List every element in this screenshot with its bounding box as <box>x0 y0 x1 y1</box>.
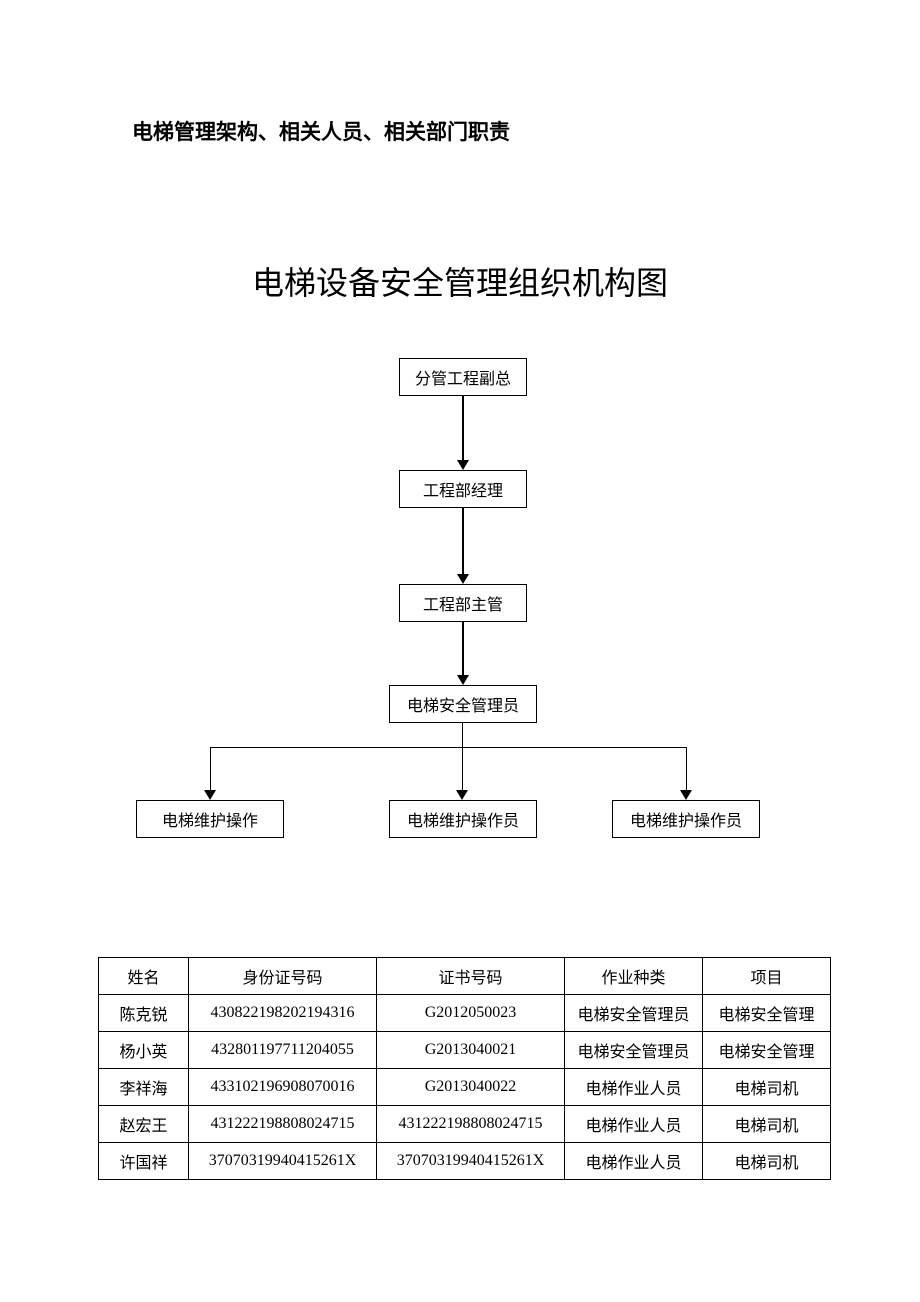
cell-name: 李祥海 <box>99 1069 189 1106</box>
table-row: 陈克锐 430822198202194316 G2012050023 电梯安全管… <box>99 995 831 1032</box>
col-header-name: 姓名 <box>99 958 189 995</box>
cell-name: 陈克锐 <box>99 995 189 1032</box>
node-operator-3: 电梯维护操作员 <box>612 800 760 838</box>
arrow-line <box>462 508 464 574</box>
main-title: 电梯设备安全管理组织机构图 <box>0 258 920 304</box>
cell-proj: 电梯安全管理 <box>703 995 831 1032</box>
col-header-cert: 证书号码 <box>377 958 565 995</box>
header-title: 电梯管理架构、相关人员、相关部门职责 <box>132 116 510 146</box>
cell-proj: 电梯司机 <box>703 1106 831 1143</box>
cell-id: 433102196908070016 <box>189 1069 377 1106</box>
table-header-row: 姓名 身份证号码 证书号码 作业种类 项目 <box>99 958 831 995</box>
cell-cert: G2013040021 <box>377 1032 565 1069</box>
cell-cert: 37070319940415261X <box>377 1143 565 1180</box>
cell-name: 赵宏王 <box>99 1106 189 1143</box>
table-row: 许国祥 37070319940415261X 37070319940415261… <box>99 1143 831 1180</box>
cell-type: 电梯安全管理员 <box>565 995 703 1032</box>
col-header-proj: 项目 <box>703 958 831 995</box>
arrow-head <box>457 675 469 685</box>
cell-type: 电梯作业人员 <box>565 1106 703 1143</box>
table-row: 李祥海 433102196908070016 G2013040022 电梯作业人… <box>99 1069 831 1106</box>
arrow-head <box>457 460 469 470</box>
arrow-head <box>680 790 692 800</box>
node-operator-1: 电梯维护操作 <box>136 800 284 838</box>
cell-name: 许国祥 <box>99 1143 189 1180</box>
cell-type: 电梯作业人员 <box>565 1143 703 1180</box>
cell-name: 杨小英 <box>99 1032 189 1069</box>
connector-line <box>462 747 463 790</box>
cell-cert: G2012050023 <box>377 995 565 1032</box>
col-header-type: 作业种类 <box>565 958 703 995</box>
connector-line <box>686 747 687 790</box>
cell-type: 电梯作业人员 <box>565 1069 703 1106</box>
arrow-head <box>457 574 469 584</box>
cell-id: 431222198808024715 <box>189 1106 377 1143</box>
arrow-line <box>462 622 464 675</box>
node-supervisor: 工程部主管 <box>399 584 527 622</box>
node-vp: 分管工程副总 <box>399 358 527 396</box>
table-row: 赵宏王 431222198808024715 43122219880802471… <box>99 1106 831 1143</box>
arrow-head <box>204 790 216 800</box>
cell-cert: G2013040022 <box>377 1069 565 1106</box>
node-manager: 工程部经理 <box>399 470 527 508</box>
connector-line <box>462 723 463 747</box>
table-row: 杨小英 432801197711204055 G2013040021 电梯安全管… <box>99 1032 831 1069</box>
node-safety-admin: 电梯安全管理员 <box>389 685 537 723</box>
cell-proj: 电梯司机 <box>703 1143 831 1180</box>
cell-cert: 431222198808024715 <box>377 1106 565 1143</box>
cell-id: 37070319940415261X <box>189 1143 377 1180</box>
arrow-line <box>462 396 464 460</box>
connector-line <box>210 747 211 790</box>
node-operator-2: 电梯维护操作员 <box>389 800 537 838</box>
personnel-table: 姓名 身份证号码 证书号码 作业种类 项目 陈克锐 43082219820219… <box>98 957 831 1180</box>
connector-line <box>210 747 686 748</box>
cell-id: 432801197711204055 <box>189 1032 377 1069</box>
cell-proj: 电梯安全管理 <box>703 1032 831 1069</box>
arrow-head <box>456 790 468 800</box>
col-header-id: 身份证号码 <box>189 958 377 995</box>
cell-type: 电梯安全管理员 <box>565 1032 703 1069</box>
cell-id: 430822198202194316 <box>189 995 377 1032</box>
cell-proj: 电梯司机 <box>703 1069 831 1106</box>
